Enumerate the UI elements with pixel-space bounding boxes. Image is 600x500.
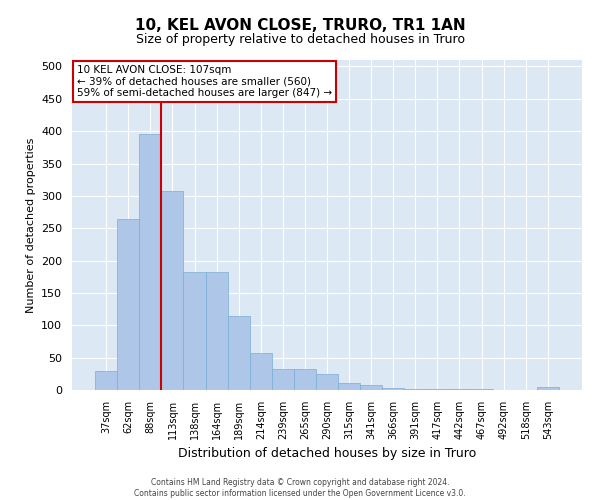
Text: 10 KEL AVON CLOSE: 107sqm
← 39% of detached houses are smaller (560)
59% of semi: 10 KEL AVON CLOSE: 107sqm ← 39% of detac… xyxy=(77,65,332,98)
Bar xyxy=(382,388,404,390)
Text: Size of property relative to detached houses in Truro: Size of property relative to detached ho… xyxy=(136,32,464,46)
Bar xyxy=(161,190,184,390)
X-axis label: Distribution of detached houses by size in Truro: Distribution of detached houses by size … xyxy=(178,448,476,460)
Y-axis label: Number of detached properties: Number of detached properties xyxy=(26,138,35,312)
Bar xyxy=(184,272,206,390)
Bar xyxy=(272,370,294,390)
Bar xyxy=(537,387,559,390)
Text: Contains HM Land Registry data © Crown copyright and database right 2024.
Contai: Contains HM Land Registry data © Crown c… xyxy=(134,478,466,498)
Bar xyxy=(206,272,227,390)
Bar xyxy=(250,353,272,390)
Bar xyxy=(316,374,338,390)
Bar xyxy=(117,218,139,390)
Bar xyxy=(360,386,382,390)
Bar xyxy=(404,388,427,390)
Bar xyxy=(338,383,360,390)
Text: 10, KEL AVON CLOSE, TRURO, TR1 1AN: 10, KEL AVON CLOSE, TRURO, TR1 1AN xyxy=(134,18,466,32)
Bar xyxy=(294,370,316,390)
Bar xyxy=(95,370,117,390)
Bar xyxy=(139,134,161,390)
Bar xyxy=(227,316,250,390)
